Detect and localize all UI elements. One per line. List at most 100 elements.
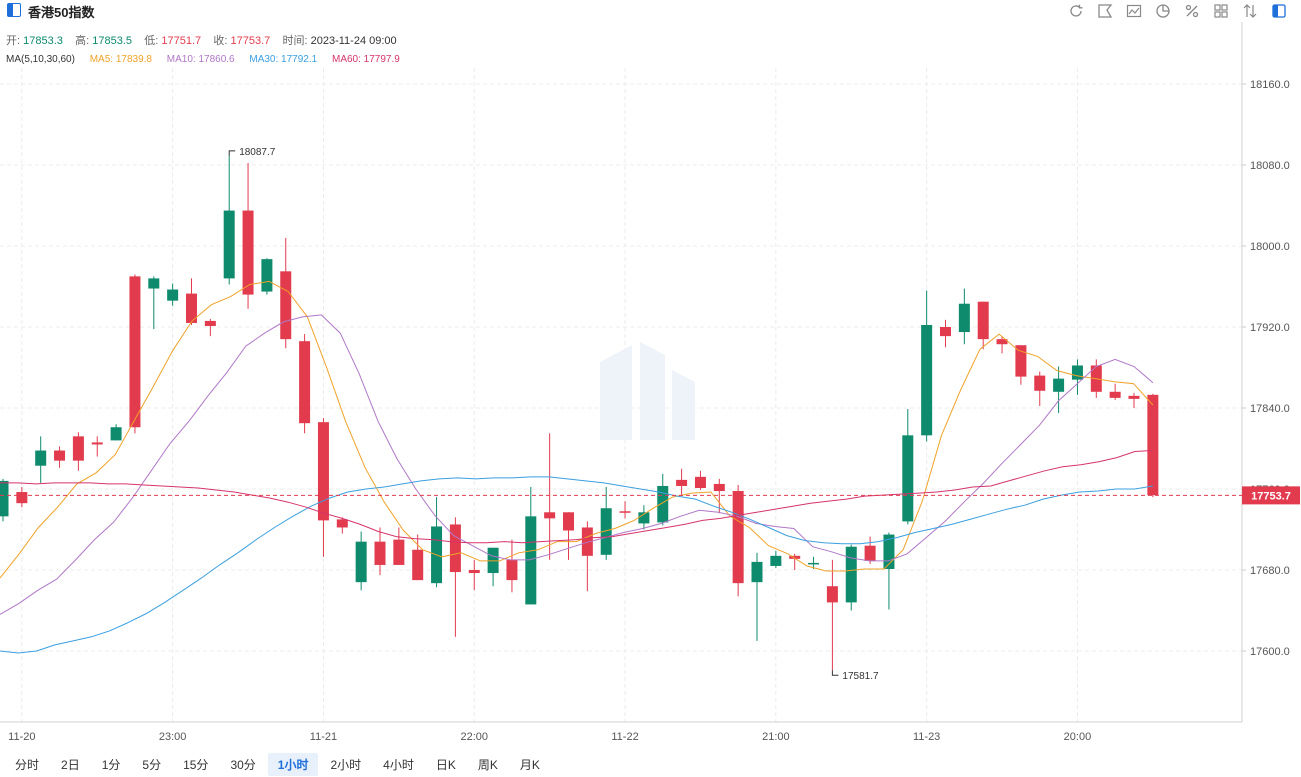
candle-body[interactable] — [864, 545, 876, 561]
candle-body[interactable] — [374, 541, 386, 565]
period-tab[interactable]: 1分 — [101, 757, 121, 772]
period-tab[interactable]: 分时 — [15, 757, 40, 772]
candle-body[interactable] — [336, 519, 348, 528]
y-tick-label: 18160.0 — [1250, 79, 1290, 91]
period-tab[interactable]: 2小时 — [330, 757, 362, 772]
candle-body[interactable] — [487, 547, 499, 574]
candle-body[interactable] — [468, 570, 480, 574]
candle-body[interactable] — [845, 546, 857, 603]
candle-body[interactable] — [412, 549, 424, 581]
period-tab[interactable]: 1小时 — [267, 752, 319, 776]
period-tab[interactable]: 15分 — [183, 757, 209, 772]
candle-body[interactable] — [242, 210, 254, 295]
period-tab[interactable]: 4小时 — [383, 757, 414, 772]
candle-body[interactable] — [91, 442, 103, 445]
candle-body[interactable] — [35, 450, 47, 466]
candle-body[interactable] — [1109, 391, 1121, 398]
candle-body[interactable] — [958, 303, 970, 333]
refresh-icon[interactable] — [1061, 1, 1090, 21]
candle-body[interactable] — [694, 476, 706, 488]
close-label: 收: — [213, 35, 228, 47]
candle-body[interactable] — [186, 293, 197, 323]
candlestick-chart[interactable]: 17600.017680.017760.017840.017920.018000… — [0, 0, 1301, 752]
candle-body[interactable] — [1034, 375, 1046, 391]
candle-body[interactable] — [751, 561, 763, 583]
chart-type-icon[interactable] — [1119, 1, 1148, 21]
candle-body[interactable] — [808, 562, 820, 565]
candle-body[interactable] — [713, 483, 725, 492]
candle-body[interactable] — [638, 512, 650, 524]
candle-body[interactable] — [167, 289, 179, 301]
candle-body[interactable] — [826, 586, 838, 603]
candle-body[interactable] — [770, 555, 782, 566]
candle-body[interactable] — [902, 435, 914, 522]
candle-body[interactable] — [506, 559, 518, 581]
candle-body[interactable] — [1053, 378, 1065, 392]
period-tab[interactable]: 日K — [435, 757, 456, 772]
candle-body[interactable] — [1128, 395, 1140, 399]
period-tab[interactable]: 月K — [519, 757, 540, 772]
candle-body[interactable] — [129, 276, 141, 428]
candle-body[interactable] — [619, 511, 631, 513]
period-tab[interactable]: 5分 — [142, 757, 162, 772]
candle-body[interactable] — [544, 512, 556, 519]
candle-body[interactable] — [72, 436, 84, 461]
candle-body[interactable] — [977, 301, 989, 340]
candle-body[interactable] — [223, 210, 235, 279]
panel-toggle-icon[interactable] — [7, 3, 21, 17]
last-price-label: 17753.7 — [1251, 490, 1291, 502]
candle-body[interactable] — [789, 555, 801, 559]
candle-body[interactable] — [204, 320, 216, 326]
ma-readout: MA(5,10,30,60) MA5: 17839.8 MA10: 17860.… — [6, 54, 412, 65]
close-value: 17753.7 — [230, 35, 271, 47]
candle-body[interactable] — [110, 427, 122, 441]
ma-line-ma10 — [0, 314, 1154, 615]
ma-header: MA(5,10,30,60) — [6, 54, 75, 65]
pie-icon[interactable] — [1148, 1, 1177, 21]
candle-body[interactable] — [16, 492, 28, 504]
candle-body[interactable] — [563, 512, 574, 531]
candle-body[interactable] — [393, 539, 405, 565]
period-tab[interactable]: 周K — [477, 757, 498, 772]
candle-body[interactable] — [0, 480, 9, 517]
page-title: 香港50指数 — [28, 5, 95, 20]
candle-body[interactable] — [600, 508, 612, 555]
candle-body[interactable] — [261, 259, 273, 292]
ma60-value: MA60: 17797.9 — [331, 54, 400, 65]
candle-body[interactable] — [148, 278, 160, 289]
draw-icon[interactable] — [1090, 1, 1119, 21]
candle-body[interactable] — [921, 324, 933, 436]
ma-line-ma60 — [0, 450, 1153, 544]
candle-body[interactable] — [1015, 345, 1027, 377]
candle-body[interactable] — [940, 327, 951, 337]
candle-body[interactable] — [883, 534, 895, 569]
x-tick-label: 22:00 — [460, 731, 488, 743]
candle-body[interactable] — [355, 541, 367, 583]
candle-body[interactable] — [732, 491, 744, 584]
candle-body[interactable] — [581, 527, 593, 556]
chart-toolbar — [1061, 1, 1293, 21]
candle-body[interactable] — [1147, 394, 1159, 496]
candle-body[interactable] — [525, 516, 537, 605]
percent-icon[interactable] — [1177, 1, 1206, 21]
y-tick-label: 18000.0 — [1250, 241, 1290, 253]
candle-body[interactable] — [54, 450, 66, 461]
sort-icon[interactable] — [1235, 1, 1264, 21]
period-tab[interactable]: 2日 — [61, 757, 80, 772]
candle-body[interactable] — [1071, 365, 1083, 380]
panel-icon[interactable] — [1264, 1, 1293, 21]
candle-body[interactable] — [317, 422, 329, 521]
candle-body[interactable] — [996, 339, 1008, 345]
period-tab[interactable]: 30分 — [230, 757, 256, 772]
high-label: 高: — [75, 35, 90, 47]
candle-body[interactable] — [299, 341, 311, 424]
ma30-value: MA30: 17792.1 — [249, 54, 318, 65]
min-label: 17581.7 — [842, 671, 879, 682]
candle-body[interactable] — [657, 485, 669, 523]
candle-body[interactable] — [280, 271, 292, 340]
y-tick-label: 17920.0 — [1250, 322, 1290, 334]
grid-icon[interactable] — [1206, 1, 1235, 21]
low-value: 17751.7 — [161, 35, 202, 47]
candle-body[interactable] — [449, 524, 461, 573]
candle-body[interactable] — [676, 479, 688, 486]
